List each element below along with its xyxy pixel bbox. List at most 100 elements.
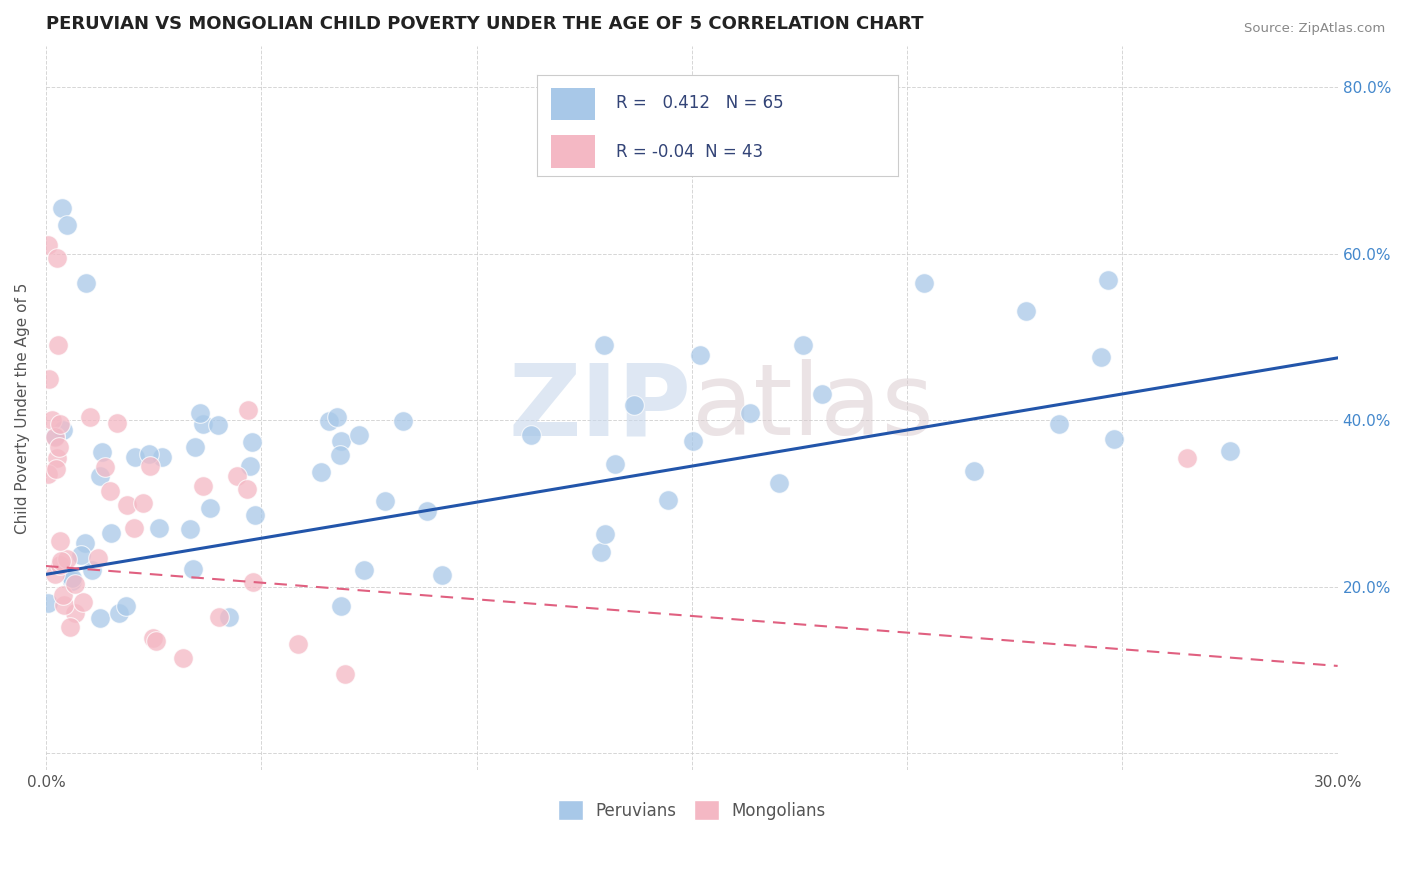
Point (44, 428, 66, 442)
Point (738, 407, 761, 421)
Point (145, 634, 167, 648)
Point (329, 448, 352, 462)
Point (100, 484, 122, 499)
Point (56, 552, 79, 566)
Point (1015, 304, 1038, 318)
Point (52, 588, 75, 602)
Point (768, 475, 790, 490)
Point (63, 577, 86, 591)
Point (391, 413, 413, 427)
Point (207, 417, 229, 432)
Point (1090, 350, 1112, 364)
Point (124, 450, 146, 464)
Point (191, 417, 214, 432)
Point (148, 521, 170, 535)
Point (72, 595, 94, 609)
Point (243, 508, 266, 523)
Point (122, 521, 145, 535)
Point (131, 496, 153, 510)
Point (45, 450, 67, 465)
Point (49, 417, 72, 431)
Point (38, 372, 60, 386)
Point (333, 667, 356, 681)
Point (46, 338, 69, 352)
Point (225, 468, 247, 483)
Point (326, 410, 349, 425)
Point (52, 423, 75, 437)
Point (792, 338, 814, 352)
Point (91, 445, 114, 459)
Point (240, 435, 263, 450)
Text: Source: ZipAtlas.com: Source: ZipAtlas.com (1244, 22, 1385, 36)
Point (236, 483, 259, 497)
Point (44, 567, 66, 582)
Point (41, 413, 63, 427)
Point (150, 450, 173, 464)
Point (373, 494, 395, 508)
Point (52, 599, 75, 613)
Point (242, 574, 264, 589)
Point (60, 574, 83, 589)
Legend: Peruvians, Mongolians: Peruvians, Mongolians (551, 793, 832, 827)
Point (105, 416, 128, 430)
Point (179, 522, 201, 536)
Point (48, 533, 70, 548)
Point (198, 501, 221, 516)
Point (1219, 444, 1241, 458)
Point (93, 460, 115, 475)
Point (218, 610, 240, 624)
Point (59, 620, 82, 634)
Point (73, 536, 96, 550)
Point (353, 563, 375, 577)
Point (592, 337, 614, 351)
Point (238, 459, 260, 474)
Point (520, 427, 543, 442)
Point (108, 607, 131, 621)
Point (37, 595, 59, 609)
Point (1102, 432, 1125, 446)
Point (45, 462, 67, 476)
Point (236, 403, 259, 417)
Point (191, 478, 214, 492)
Point (430, 568, 453, 582)
Point (657, 492, 679, 507)
Point (51, 201, 73, 215)
Point (287, 636, 309, 650)
Point (44, 430, 66, 444)
Point (37, 467, 59, 482)
Point (318, 414, 340, 428)
Point (623, 398, 645, 412)
Point (1097, 273, 1119, 287)
Point (1047, 417, 1070, 431)
Point (60, 571, 83, 585)
Point (208, 609, 231, 624)
Point (912, 276, 935, 290)
Point (65, 607, 87, 621)
Point (48, 440, 70, 454)
Point (70, 548, 93, 562)
Text: ZIP: ZIP (509, 359, 692, 457)
Point (100, 526, 122, 541)
Y-axis label: Child Poverty Under the Age of 5: Child Poverty Under the Age of 5 (15, 282, 30, 533)
Point (87, 550, 110, 565)
Point (89, 468, 111, 483)
Point (184, 440, 207, 454)
Point (416, 503, 439, 517)
Point (689, 348, 711, 362)
Point (56, 218, 79, 232)
Point (347, 428, 370, 442)
Point (115, 498, 138, 512)
Point (593, 527, 616, 541)
Point (138, 447, 160, 461)
Point (37, 238, 59, 252)
Text: atlas: atlas (692, 359, 934, 457)
Point (139, 458, 162, 473)
Point (603, 458, 626, 472)
Point (330, 599, 353, 614)
Point (330, 434, 353, 448)
Point (46, 251, 69, 265)
Point (1175, 450, 1198, 465)
Point (75, 276, 97, 290)
Point (181, 561, 204, 575)
Point (79, 410, 101, 425)
